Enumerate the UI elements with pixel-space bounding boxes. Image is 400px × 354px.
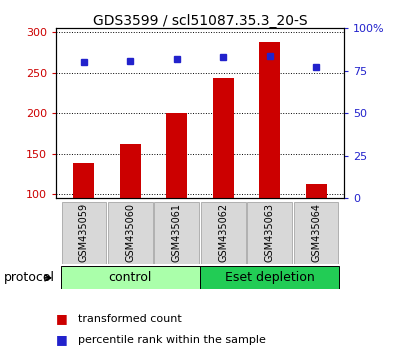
Text: ■: ■ <box>56 333 68 346</box>
Bar <box>201 202 246 264</box>
Text: GSM435059: GSM435059 <box>79 203 89 262</box>
Bar <box>294 202 338 264</box>
Bar <box>213 79 234 198</box>
Bar <box>200 266 339 289</box>
Text: protocol: protocol <box>4 272 55 284</box>
Bar <box>306 184 326 198</box>
Text: GSM435064: GSM435064 <box>311 203 321 262</box>
Text: GSM435061: GSM435061 <box>172 203 182 262</box>
Bar <box>259 42 280 198</box>
Bar <box>166 113 187 198</box>
Bar <box>154 202 199 264</box>
Bar <box>74 164 94 198</box>
Text: transformed count: transformed count <box>78 314 182 324</box>
Text: GSM435062: GSM435062 <box>218 203 228 262</box>
Bar <box>247 202 292 264</box>
Text: GDS3599 / scl51087.35.3_20-S: GDS3599 / scl51087.35.3_20-S <box>93 14 307 28</box>
Text: percentile rank within the sample: percentile rank within the sample <box>78 335 266 345</box>
Bar <box>61 266 200 289</box>
Text: GSM435063: GSM435063 <box>265 203 275 262</box>
Bar <box>120 144 141 198</box>
Bar <box>108 202 153 264</box>
Text: GSM435060: GSM435060 <box>125 203 135 262</box>
Bar <box>62 202 106 264</box>
Text: Eset depletion: Eset depletion <box>225 270 314 284</box>
Text: ■: ■ <box>56 312 68 325</box>
Text: control: control <box>109 270 152 284</box>
